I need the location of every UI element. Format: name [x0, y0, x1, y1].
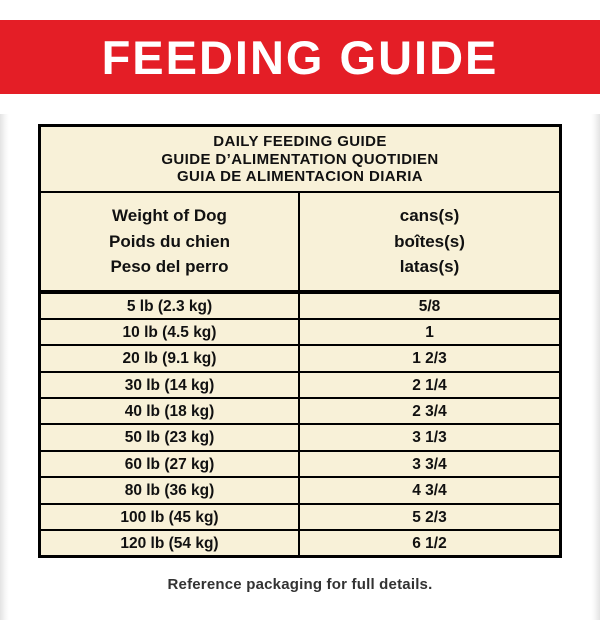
weight-cell: 120 lb (54 kg) [41, 530, 300, 556]
table-row: 80 lb (36 kg) 4 3/4 [41, 476, 559, 503]
table-row: 60 lb (27 kg) 3 3/4 [41, 449, 559, 477]
feeding-guide-banner: FEEDING GUIDE [0, 20, 600, 94]
weight-cell: 30 lb (14 kg) [41, 372, 300, 398]
amount-cell: 5/8 [418, 297, 441, 315]
table-body: 5 lb (2.3 kg) 5/8 10 lb (4.5 kg) 1 20 lb… [41, 293, 559, 556]
weight-cell: 100 lb (45 kg) [41, 504, 300, 529]
daily-feeding-guide-table: DAILY FEEDING GUIDE GUIDE D’ALIMENTATION… [38, 124, 562, 559]
weight-header-en: Weight of Dog [112, 206, 227, 226]
amount-cell: 3 1/3 [412, 429, 447, 447]
banner-title: FEEDING GUIDE [101, 30, 499, 84]
cans-header-en: cans(s) [399, 206, 460, 226]
package-edge-shadow-left [0, 114, 9, 620]
weight-cell: 50 lb (23 kg) [41, 425, 300, 450]
amount-cell: 5 2/3 [412, 508, 447, 526]
table-row: 50 lb (23 kg) 3 1/3 [41, 423, 559, 450]
amount-cell: 1 2/3 [412, 350, 447, 368]
weight-header-fr: Poids du chien [109, 231, 230, 251]
table-row: 10 lb (4.5 kg) 1 [41, 317, 559, 345]
amount-cell: 2 3/4 [412, 403, 447, 421]
table-row: 30 lb (14 kg) 2 1/4 [41, 370, 559, 398]
weight-cell: 80 lb (36 kg) [41, 478, 300, 503]
cans-column-header: cans(s) boîtes(s) latas(s) [300, 193, 559, 290]
weight-column-header: Weight of Dog Poids du chien Peso del pe… [41, 193, 300, 290]
weight-cell: 10 lb (4.5 kg) [41, 319, 300, 345]
amount-cell: 6 1/2 [412, 534, 447, 552]
table-title-block: DAILY FEEDING GUIDE GUIDE D’ALIMENTATION… [41, 127, 559, 194]
footer-note: Reference packaging for full details. [167, 576, 433, 594]
table-row: 5 lb (2.3 kg) 5/8 [41, 293, 559, 318]
table-row: 40 lb (18 kg) 2 3/4 [41, 397, 559, 424]
weight-header-es: Peso del perro [110, 257, 229, 277]
weight-cell: 40 lb (18 kg) [41, 399, 300, 424]
cans-header-fr: boîtes(s) [394, 231, 465, 251]
amount-cell: 2 1/4 [412, 376, 447, 394]
weight-cell: 60 lb (27 kg) [41, 451, 300, 477]
amount-cell: 1 [425, 323, 434, 341]
column-header-row: Weight of Dog Poids du chien Peso del pe… [41, 193, 559, 294]
table-title-es: GUIA DE ALIMENTACION DIARIA [176, 168, 424, 186]
table-row: 120 lb (54 kg) 6 1/2 [41, 528, 559, 556]
table-row: 100 lb (45 kg) 5 2/3 [41, 502, 559, 529]
table-title-fr: GUIDE D’ALIMENTATION QUOTIDIEN [161, 150, 439, 168]
table-title-en: DAILY FEEDING GUIDE [213, 133, 387, 150]
amount-cell: 4 3/4 [412, 482, 447, 500]
weight-cell: 20 lb (9.1 kg) [41, 346, 300, 371]
cans-header-es: latas(s) [399, 257, 460, 277]
package-edge-shadow-right [591, 114, 600, 620]
weight-cell: 5 lb (2.3 kg) [41, 293, 300, 318]
amount-cell: 3 3/4 [412, 455, 447, 473]
table-row: 20 lb (9.1 kg) 1 2/3 [41, 344, 559, 371]
